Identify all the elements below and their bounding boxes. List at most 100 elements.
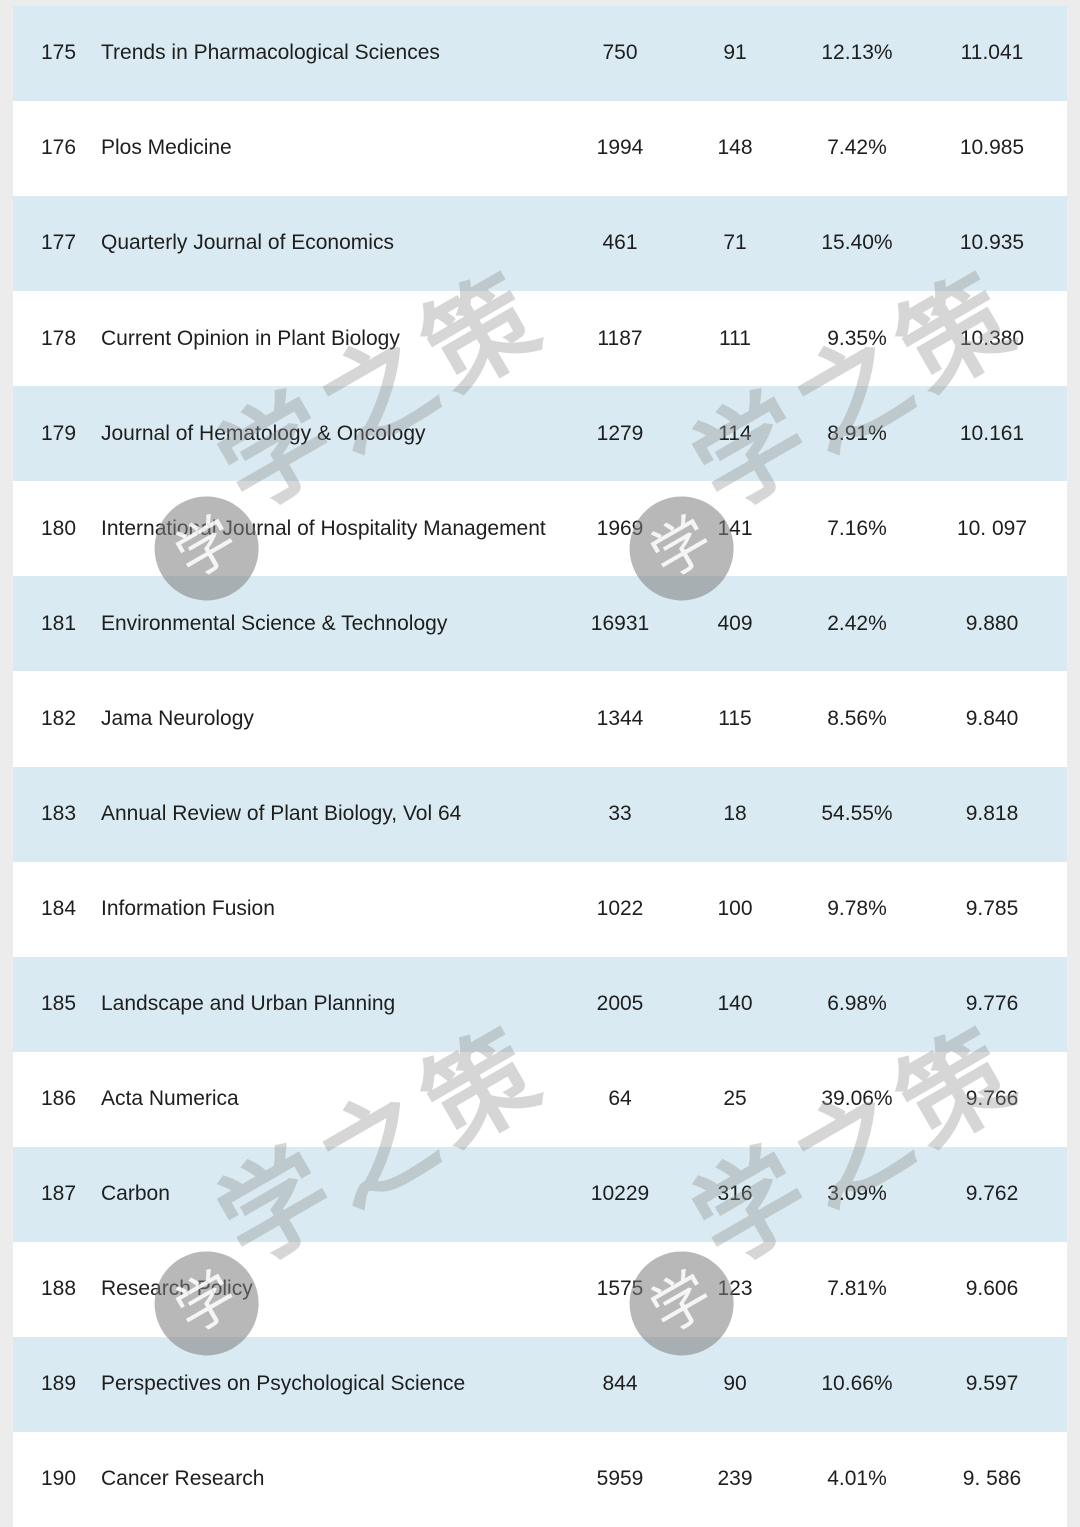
cell-c4: 10.935 [959, 231, 1025, 255]
cell-c3: 7.16% [827, 516, 887, 540]
cell-c4: 9.597 [965, 1372, 1019, 1396]
cell-c2: 148 [717, 136, 753, 160]
cell-c2: 409 [717, 611, 753, 635]
cell-c3: 8.56% [827, 706, 887, 730]
table-row: 180 International Journal of Hospitality … [13, 481, 1067, 577]
cell-rank: 177 [41, 231, 77, 255]
cell-c4: 9.880 [965, 611, 1019, 635]
cell-rank: 183 [41, 801, 77, 825]
cell-c3: 3.09% [827, 1182, 887, 1206]
cell-rank: 182 [41, 706, 77, 730]
table-row: 190 Cancer Research 5959 239 4.01% 9. 586 [13, 1431, 1067, 1527]
cell-c4: 9.766 [965, 1087, 1019, 1111]
cell-c1: 10229 [590, 1182, 650, 1206]
cell-name: Current Opinion in Plant Biology [101, 326, 400, 350]
table-row: 183 Annual Review of Plant Biology, Vol 6… [13, 766, 1067, 862]
cell-c4: 9.818 [965, 801, 1019, 825]
cell-c1: 461 [602, 231, 638, 255]
cell-c1: 1279 [596, 421, 644, 445]
cell-name: Cancer Research [101, 1467, 265, 1491]
cell-name: Landscape and Urban Planning [101, 991, 396, 1015]
table-row: 179 Journal of Hematology & Oncology 1279 1… [13, 386, 1067, 482]
table-row: 188 Research Policy 1575 123 7.81% 9.606 [13, 1241, 1067, 1337]
cell-c3: 6.98% [827, 991, 887, 1015]
cell-c4: 9.785 [965, 896, 1019, 920]
cell-c2: 71 [723, 231, 747, 255]
cell-c2: 123 [717, 1277, 753, 1301]
table-row: 176 Plos Medicine 1994 148 7.42% 10.985 [13, 101, 1067, 197]
cell-c3: 15.40% [821, 231, 893, 255]
cell-c1: 844 [602, 1372, 638, 1396]
cell-rank: 181 [41, 611, 77, 635]
cell-c3: 9.78% [827, 896, 887, 920]
cell-c3: 12.13% [821, 41, 893, 65]
cell-c1: 750 [602, 41, 638, 65]
cell-c2: 115 [718, 706, 752, 730]
cell-c4: 10. 097 [956, 516, 1028, 540]
cell-c2: 141 [717, 516, 753, 540]
cell-name: Jama Neurology [101, 706, 254, 730]
cell-c2: 140 [717, 991, 753, 1015]
cell-name: Environmental Science & Technology [101, 611, 448, 635]
cell-rank: 188 [41, 1277, 77, 1301]
cell-name: Journal of Hematology & Oncology [101, 421, 426, 445]
cell-c1: 64 [608, 1087, 632, 1111]
cell-c2: 90 [723, 1372, 747, 1396]
cell-name: Quarterly Journal of Economics [101, 231, 394, 255]
cell-c1: 33 [608, 801, 632, 825]
cell-c3: 7.81% [827, 1277, 887, 1301]
cell-c1: 1969 [596, 516, 644, 540]
cell-name: Plos Medicine [101, 136, 232, 160]
table-row: 185 Landscape and Urban Planning 2005 140 6.… [13, 956, 1067, 1052]
cell-c3: 7.42% [827, 136, 887, 160]
cell-c1: 1187 [597, 326, 643, 350]
table-row: 184 Information Fusion 1022 100 9.78% 9.785 [13, 861, 1067, 957]
cell-c1: 16931 [590, 611, 650, 635]
journal-table: 175 Trends in Pharmacological Sciences 750… [13, 6, 1067, 1527]
cell-c1: 1022 [596, 896, 644, 920]
cell-rank: 186 [41, 1087, 77, 1111]
cell-rank: 180 [41, 516, 77, 540]
cell-c4: 10.380 [959, 326, 1025, 350]
cell-rank: 176 [41, 136, 77, 160]
cell-c2: 111 [719, 326, 751, 350]
cell-c4: 10.161 [959, 421, 1025, 445]
cell-c1: 1994 [596, 136, 644, 160]
cell-rank: 190 [41, 1467, 77, 1491]
table-row: 178 Current Opinion in Plant Biology 1187 1… [13, 291, 1067, 387]
cell-c4: 9.762 [965, 1182, 1019, 1206]
cell-c4: 9.606 [965, 1277, 1019, 1301]
cell-name: Research Policy [101, 1277, 253, 1301]
cell-c2: 25 [723, 1087, 747, 1111]
cell-c2: 18 [723, 801, 747, 825]
cell-c4: 9.840 [965, 706, 1019, 730]
table-row: 189 Perspectives on Psychological Science… [13, 1336, 1067, 1432]
cell-c4: 9.776 [965, 991, 1019, 1015]
cell-c2: 91 [723, 41, 747, 65]
cell-c3: 54.55% [821, 801, 893, 825]
cell-rank: 184 [41, 896, 77, 920]
table-row: 186 Acta Numerica 64 25 39.06% 9.766 [13, 1051, 1067, 1147]
cell-c1: 1575 [596, 1277, 644, 1301]
cell-name: Trends in Pharmacological Sciences [101, 41, 440, 65]
cell-rank: 189 [41, 1372, 77, 1396]
table-row: 181 Environmental Science & Technology 169… [13, 576, 1067, 672]
cell-name: Acta Numerica [101, 1087, 239, 1111]
cell-c1: 2005 [596, 991, 644, 1015]
cell-c2: 114 [718, 421, 752, 445]
cell-rank: 178 [41, 326, 77, 350]
cell-c2: 100 [717, 896, 753, 920]
cell-name: International Journal of Hospitality Man… [101, 516, 546, 540]
cell-name: Information Fusion [101, 896, 275, 920]
cell-c4: 11.041 [960, 41, 1024, 65]
cell-c3: 2.42% [827, 611, 887, 635]
cell-c3: 8.91% [827, 421, 887, 445]
cell-c1: 1344 [596, 706, 644, 730]
table-row: 187 Carbon 10229 316 3.09% 9.762 [13, 1146, 1067, 1242]
cell-rank: 187 [41, 1182, 77, 1206]
cell-name: Perspectives on Psychological Science [101, 1372, 466, 1396]
table-row: 175 Trends in Pharmacological Sciences 750… [13, 6, 1067, 102]
cell-c2: 316 [717, 1182, 753, 1206]
cell-c3: 4.01% [827, 1467, 887, 1491]
